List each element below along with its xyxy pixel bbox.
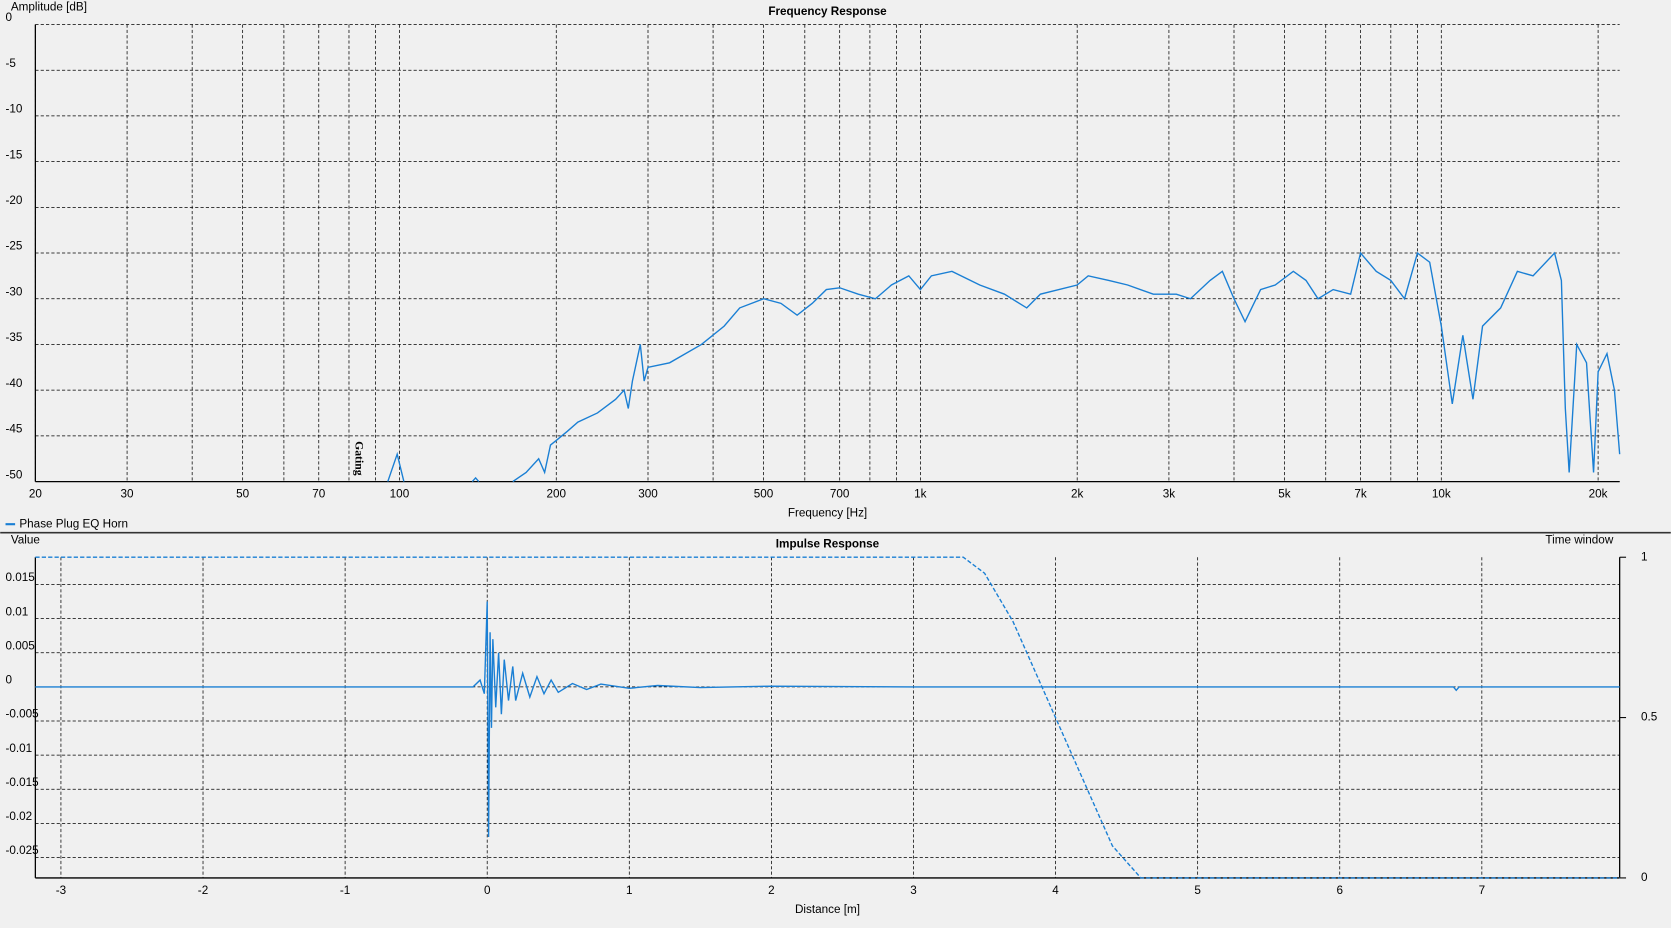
y-tick-label: -0.015 [6,776,40,789]
x-tick-label: -1 [340,884,350,897]
x-tick-label: 5 [1194,884,1201,897]
x-tick-label: 1 [626,884,633,897]
y-tick-label: -5 [6,57,17,70]
chart-title: Impulse Response [776,538,880,551]
x-tick-label: 4 [1052,884,1059,897]
y2-axis-label: Time window [1545,533,1613,546]
y-axis-label: Amplitude [dB] [11,1,87,14]
x-tick-label: 10k [1432,487,1451,500]
y-tick-label: -50 [6,468,23,481]
y-tick-label: -35 [6,331,23,344]
x-tick-label: 3k [1163,487,1176,500]
y-tick-label: -0.025 [6,844,40,857]
y-tick-label: -25 [6,240,23,253]
y-tick-label: -0.01 [6,742,33,755]
x-tick-label: 3 [910,884,917,897]
chart-title: Frequency Response [768,5,887,18]
y2-tick-label: 0.5 [1641,711,1658,724]
x-tick-label: 200 [547,487,567,500]
x-tick-label: 5k [1278,487,1291,500]
series-line [387,251,1621,483]
x-tick-label: 6 [1336,884,1343,897]
x-tick-label: 7 [1479,884,1486,897]
y-tick-label: -0.005 [6,708,40,721]
x-tick-label: 300 [638,487,658,500]
x-tick-label: 700 [830,487,850,500]
x-tick-label: -3 [56,884,66,897]
x-tick-label: 20 [29,487,43,500]
x-tick-label: -2 [198,884,208,897]
x-tick-label: 2k [1071,487,1084,500]
x-tick-label: 70 [312,487,326,500]
y-tick-label: -20 [6,194,23,207]
legend-entry: Phase Plug EQ Horn [19,517,128,530]
y-tick-label: 0 [6,674,13,687]
x-tick-label: 500 [754,487,774,500]
annotation: Gating [352,441,365,476]
y-tick-label: -10 [6,103,23,116]
series-line [35,556,1620,879]
y-tick-label: 0.01 [6,605,29,618]
y2-tick-label: 0 [1641,871,1648,884]
x-tick-label: 1k [914,487,927,500]
y-tick-label: 0.005 [6,639,36,652]
x-tick-label: 50 [236,487,250,500]
x-axis-label: Frequency [Hz] [788,507,867,520]
y-tick-label: -45 [6,423,23,436]
x-axis-label: Distance [m] [795,903,860,916]
series-line [35,601,1620,838]
y-tick-label: 0.015 [6,571,36,584]
x-tick-label: 0 [484,884,491,897]
y-tick-label: -15 [6,148,23,161]
y-tick-label: 0 [6,11,13,24]
x-tick-label: 2 [768,884,775,897]
y-axis-label: Value [11,533,40,546]
y2-tick-label: 1 [1641,550,1648,563]
y-tick-label: -40 [6,377,23,390]
x-tick-label: 30 [121,487,135,500]
y-tick-label: -0.02 [6,810,33,823]
y-tick-label: -30 [6,285,23,298]
x-tick-label: 7k [1354,487,1367,500]
x-tick-label: 20k [1589,487,1608,500]
x-tick-label: 100 [390,487,410,500]
